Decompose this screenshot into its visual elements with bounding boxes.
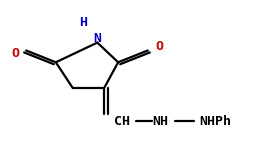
Text: NH: NH — [153, 115, 169, 128]
Text: NHPh: NHPh — [199, 115, 231, 128]
Text: N: N — [93, 32, 101, 45]
Text: O: O — [11, 47, 19, 60]
Text: CH: CH — [114, 115, 130, 128]
Text: O: O — [156, 40, 164, 53]
Text: H: H — [79, 17, 88, 30]
